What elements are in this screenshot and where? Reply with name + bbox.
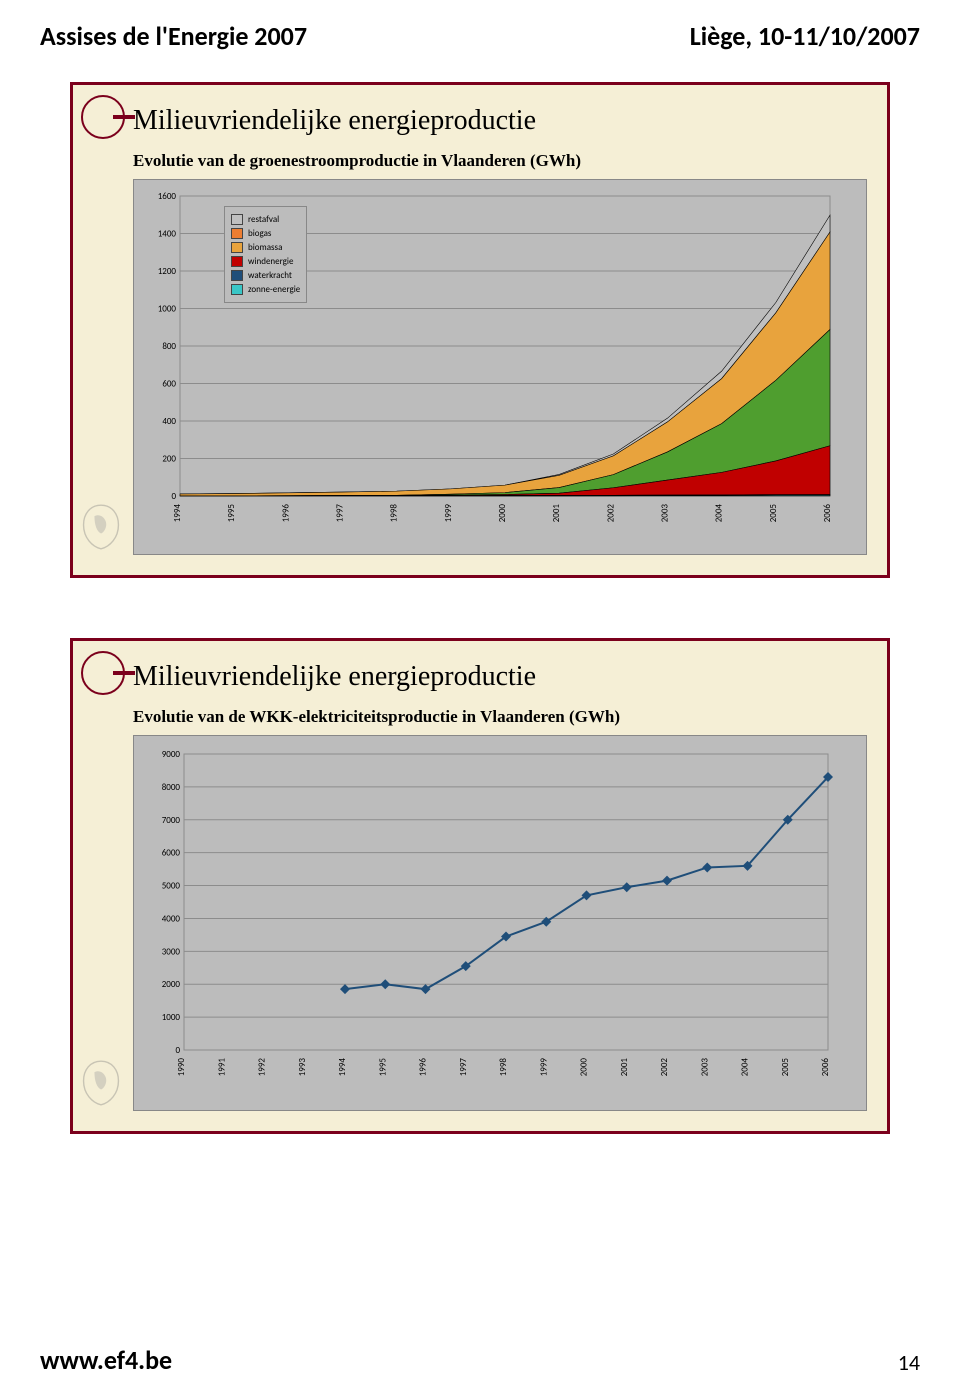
footer-pagenum: 14: [898, 1349, 920, 1376]
legend-label: biogas: [248, 228, 271, 239]
svg-text:1000: 1000: [158, 304, 177, 315]
svg-text:1000: 1000: [162, 1012, 181, 1023]
slide-1: Milieuvriendelijke energieproductie Evol…: [70, 82, 890, 578]
chart1-legend: restafval biogas biomassa windenergie waterk…: [224, 206, 307, 303]
svg-text:2004: 2004: [740, 1058, 751, 1077]
svg-text:5000: 5000: [162, 881, 181, 892]
svg-text:1991: 1991: [216, 1058, 227, 1077]
svg-text:4000: 4000: [162, 913, 181, 924]
svg-text:1996: 1996: [280, 504, 291, 523]
svg-text:400: 400: [162, 416, 176, 427]
svg-text:2002: 2002: [605, 504, 616, 523]
footer-url: www.ef4.be: [40, 1344, 172, 1376]
svg-text:2006: 2006: [822, 504, 833, 523]
svg-text:1999: 1999: [443, 504, 454, 523]
svg-text:1994: 1994: [172, 504, 183, 523]
svg-text:9000: 9000: [162, 749, 181, 760]
svg-text:2003: 2003: [660, 504, 671, 523]
slide2-subtitle: Evolutie van de WKK-elektriciteitsproduc…: [133, 707, 867, 727]
svg-text:7000: 7000: [162, 815, 181, 826]
legend-label: windenergie: [248, 256, 293, 267]
slide-2: Milieuvriendelijke energieproductie Evol…: [70, 638, 890, 1134]
slide1-title: Milieuvriendelijke energieproductie: [133, 105, 867, 137]
svg-text:1994: 1994: [337, 1058, 348, 1077]
slide1-subtitle: Evolutie van de groenestroomproductie in…: [133, 151, 867, 171]
legend-label: waterkracht: [248, 270, 292, 281]
svg-text:3000: 3000: [162, 946, 181, 957]
svg-text:1992: 1992: [257, 1058, 268, 1077]
header-right: Liège, 10-11/10/2007: [690, 20, 920, 52]
svg-text:0: 0: [175, 1045, 180, 1056]
svg-text:2003: 2003: [699, 1058, 710, 1077]
crest-icon: [79, 1059, 123, 1107]
legend-item: waterkracht: [231, 270, 300, 281]
svg-text:1999: 1999: [538, 1058, 549, 1077]
slide2-title: Milieuvriendelijke energieproductie: [133, 661, 867, 693]
legend-item: windenergie: [231, 256, 300, 267]
svg-text:200: 200: [162, 454, 176, 465]
slide2-chart: 0 1000 2000 3000 4000 5000 6000 7000 8000 9000 199…: [133, 735, 867, 1111]
svg-text:1996: 1996: [418, 1058, 429, 1077]
svg-text:2004: 2004: [714, 504, 725, 523]
svg-text:1993: 1993: [297, 1058, 308, 1077]
legend-item: zonne-energie: [231, 284, 300, 295]
svg-text:1998: 1998: [389, 504, 400, 523]
crest-icon: [79, 503, 123, 551]
svg-text:8000: 8000: [162, 782, 181, 793]
svg-text:0: 0: [171, 491, 176, 502]
svg-text:2000: 2000: [497, 504, 508, 523]
line-chart-svg: 0 1000 2000 3000 4000 5000 6000 7000 8000 9000 199…: [140, 744, 840, 1094]
legend-item: biogas: [231, 228, 300, 239]
legend-item: restafval: [231, 214, 300, 225]
svg-text:6000: 6000: [162, 848, 181, 859]
svg-text:800: 800: [162, 341, 176, 352]
legend-item: biomassa: [231, 242, 300, 253]
svg-text:600: 600: [162, 379, 176, 390]
svg-text:1997: 1997: [458, 1058, 469, 1077]
svg-text:1995: 1995: [226, 504, 237, 523]
svg-text:1997: 1997: [335, 504, 346, 523]
svg-text:1600: 1600: [158, 191, 177, 202]
legend-label: restafval: [248, 214, 279, 225]
svg-text:2000: 2000: [162, 979, 181, 990]
svg-text:1995: 1995: [377, 1058, 388, 1077]
svg-text:1990: 1990: [176, 1058, 187, 1077]
legend-label: biomassa: [248, 242, 282, 253]
svg-text:2001: 2001: [551, 504, 562, 523]
slide-logo-icon: [81, 95, 125, 139]
svg-text:2002: 2002: [659, 1058, 670, 1077]
page-footer: www.ef4.be 14: [40, 1344, 920, 1376]
svg-text:1998: 1998: [498, 1058, 509, 1077]
svg-text:2006: 2006: [820, 1058, 831, 1077]
svg-text:2005: 2005: [768, 504, 779, 523]
svg-text:2001: 2001: [619, 1058, 630, 1077]
svg-text:2005: 2005: [780, 1058, 791, 1077]
header-left: Assises de l'Energie 2007: [40, 20, 307, 52]
svg-text:1400: 1400: [158, 229, 177, 240]
legend-label: zonne-energie: [248, 284, 300, 295]
svg-text:2000: 2000: [579, 1058, 590, 1077]
slide-logo-icon: [81, 651, 125, 695]
page-header: Assises de l'Energie 2007 Liège, 10-11/1…: [40, 20, 920, 52]
slide1-chart: 0 200 400 600 800 1000 1200 1400 1600 1994 1995 199…: [133, 179, 867, 555]
svg-text:1200: 1200: [158, 266, 177, 277]
